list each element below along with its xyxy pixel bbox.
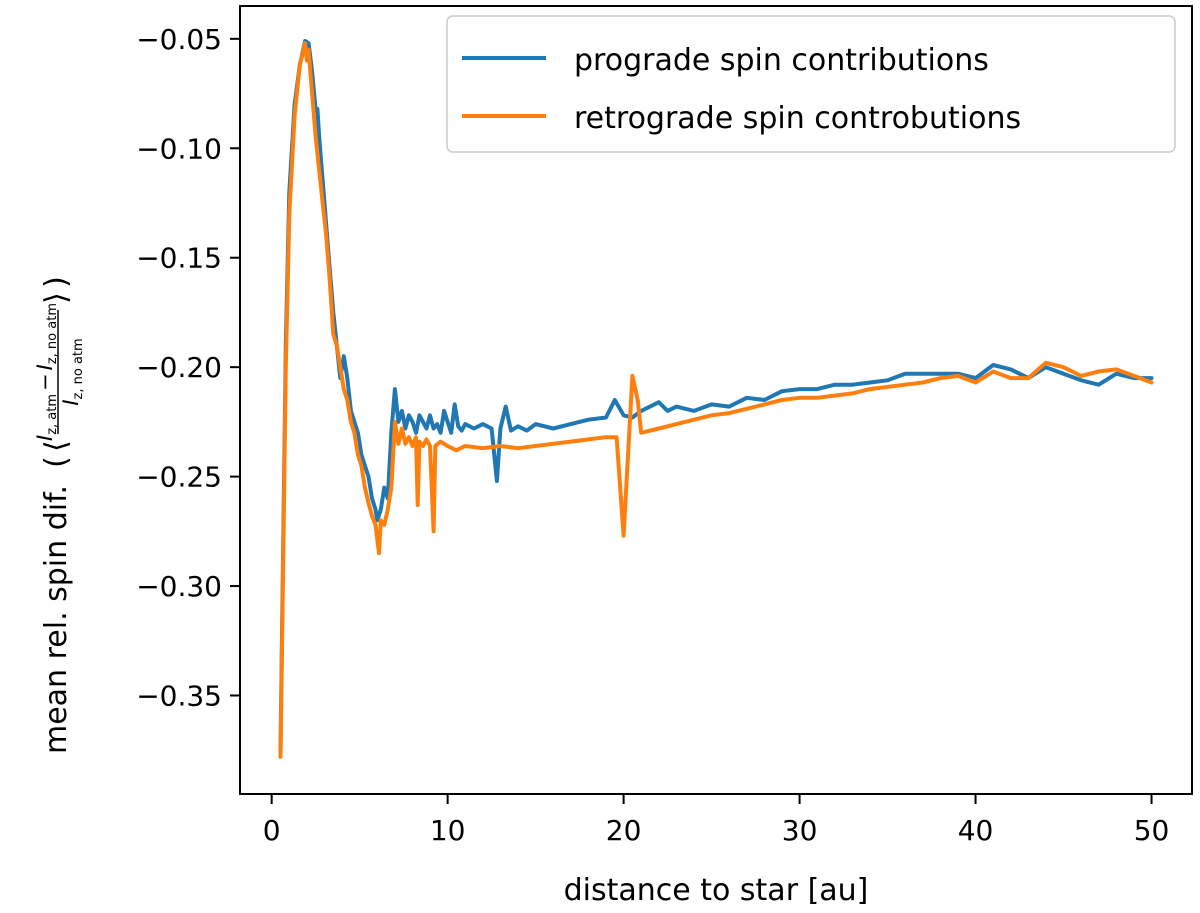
series-group xyxy=(278,39,1154,759)
y-axis-label-paren-open: ( xyxy=(39,456,74,468)
y-tick-label: −0.10 xyxy=(136,132,222,165)
y-axis-label: mean rel. spin dif. ( ⟨ Iz, atm−Iz, no a… xyxy=(33,276,86,754)
x-tick-label: 20 xyxy=(606,814,642,847)
legend-label-prograde: prograde spin contributions xyxy=(574,43,989,78)
x-tick-label: 30 xyxy=(782,814,818,847)
x-axis-label: distance to star [au] xyxy=(564,873,869,908)
x-axis: 0 10 20 30 40 50 xyxy=(263,794,1170,847)
x-tick-label: 40 xyxy=(958,814,994,847)
legend-box xyxy=(446,15,1176,153)
y-tick-label: −0.20 xyxy=(136,351,222,384)
y-tick-label: −0.15 xyxy=(136,242,222,275)
y-axis-label-bracket-open: ⟨ xyxy=(39,440,74,452)
y-axis-label-numerator: Iz, atm−Iz, no atm xyxy=(33,303,60,441)
y-tick-label: −0.30 xyxy=(136,570,222,603)
x-tick-label: 0 xyxy=(263,814,281,847)
y-tick-label: −0.05 xyxy=(136,23,222,56)
y-tick-label: −0.25 xyxy=(136,461,222,494)
x-tick-label: 50 xyxy=(1134,814,1170,847)
series-line-prograde xyxy=(278,39,1154,753)
series-line-retrograde xyxy=(278,41,1154,759)
y-axis: −0.35 −0.30 −0.25 −0.20 −0.15 −0.10 −0.05 xyxy=(136,23,240,713)
y-tick-label: −0.35 xyxy=(136,680,222,713)
x-tick-label: 10 xyxy=(430,814,466,847)
y-axis-label-prefix: mean rel. spin dif. xyxy=(39,485,74,754)
y-axis-label-paren-close: ) xyxy=(39,276,74,288)
y-axis-label-denominator: Iz, no atm xyxy=(59,338,86,405)
plot-frame xyxy=(239,5,1193,795)
legend: prograde spin contributions retrograde s… xyxy=(446,15,1176,153)
legend-label-retrograde: retrograde spin controbutions xyxy=(574,101,1021,136)
y-axis-label-bracket-close: ⟩ xyxy=(39,292,74,304)
